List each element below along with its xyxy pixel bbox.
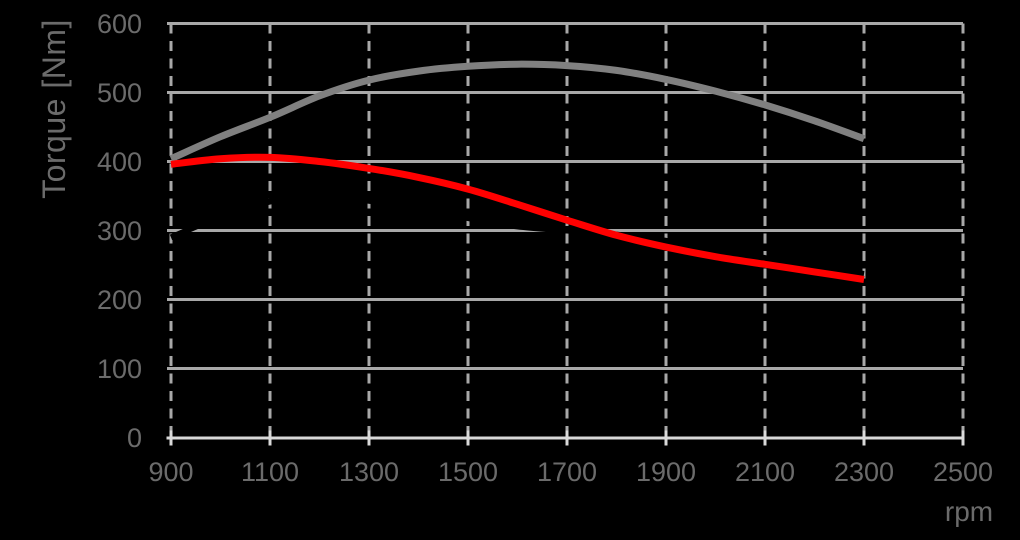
red-torque-curve xyxy=(170,153,865,283)
x-tick-label: 1300 xyxy=(339,457,399,487)
x-tick-label: 900 xyxy=(148,457,193,487)
x-tick-label: 2100 xyxy=(735,457,795,487)
y-tick-label: 300 xyxy=(97,216,142,246)
gray-torque-curve xyxy=(169,60,866,162)
x-tick-label: 2300 xyxy=(834,457,894,487)
y-tick-label: 100 xyxy=(97,354,142,384)
x-tick-label: 1100 xyxy=(241,457,299,487)
y-tick-label: 600 xyxy=(97,9,142,39)
y-tick-label: 500 xyxy=(97,78,142,108)
x-tick-label: 2500 xyxy=(933,457,993,487)
y-tick-label: 400 xyxy=(97,147,142,177)
x-axis-unit-label: rpm xyxy=(944,496,994,527)
x-tick-label: 1500 xyxy=(438,457,498,487)
black-torque-curve-hidden-against-background xyxy=(169,193,865,277)
y-axis-title: Torque [Nm] xyxy=(36,19,72,199)
x-tick-label: 1900 xyxy=(636,457,696,487)
y-tick-label: 0 xyxy=(127,423,142,453)
y-tick-label: 200 xyxy=(97,285,142,315)
x-tick-label: 1700 xyxy=(537,457,597,487)
